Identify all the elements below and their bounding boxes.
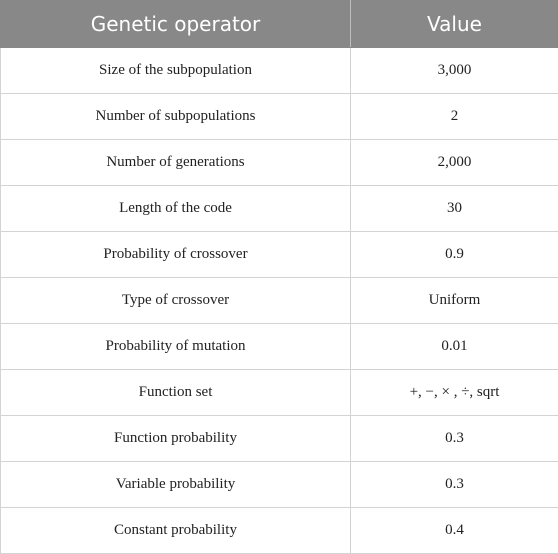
- value-cell: 0.01: [351, 324, 558, 370]
- table-row: Function probability 0.3: [1, 416, 558, 462]
- value-cell: 0.3: [351, 462, 558, 508]
- operator-cell: Number of subpopulations: [1, 94, 351, 140]
- table-row: Probability of crossover 0.9: [1, 232, 558, 278]
- value-cell: 0.9: [351, 232, 558, 278]
- operator-cell: Probability of mutation: [1, 324, 351, 370]
- table-row: Number of subpopulations 2: [1, 94, 558, 140]
- value-cell: 2,000: [351, 140, 558, 186]
- value-cell: 3,000: [351, 48, 558, 94]
- operator-cell: Type of crossover: [1, 278, 351, 324]
- table-row: Number of generations 2,000: [1, 140, 558, 186]
- operator-cell: Variable probability: [1, 462, 351, 508]
- operator-cell: Function set: [1, 370, 351, 416]
- value-cell: +, −, × , ÷, sqrt: [351, 370, 558, 416]
- table-row: Type of crossover Uniform: [1, 278, 558, 324]
- operator-cell: Probability of crossover: [1, 232, 351, 278]
- operator-cell: Function probability: [1, 416, 351, 462]
- value-cell: 2: [351, 94, 558, 140]
- operator-cell: Size of the subpopulation: [1, 48, 351, 94]
- table-row: Probability of mutation 0.01: [1, 324, 558, 370]
- table-row: Length of the code 30: [1, 186, 558, 232]
- operator-cell: Length of the code: [1, 186, 351, 232]
- table-row: Function set +, −, × , ÷, sqrt: [1, 370, 558, 416]
- header-value: Value: [351, 1, 558, 48]
- table-row: Size of the subpopulation 3,000: [1, 48, 558, 94]
- table-row: Variable probability 0.3: [1, 462, 558, 508]
- value-cell: 30: [351, 186, 558, 232]
- table-row: Constant probability 0.4: [1, 508, 558, 554]
- table-header: Genetic operator Value: [1, 1, 558, 48]
- value-cell: 0.4: [351, 508, 558, 554]
- operator-cell: Constant probability: [1, 508, 351, 554]
- value-cell: Uniform: [351, 278, 558, 324]
- value-cell: 0.3: [351, 416, 558, 462]
- table-body: Size of the subpopulation 3,000 Number o…: [1, 48, 558, 554]
- header-row: Genetic operator Value: [1, 1, 558, 48]
- header-genetic-operator: Genetic operator: [1, 1, 351, 48]
- operator-cell: Number of generations: [1, 140, 351, 186]
